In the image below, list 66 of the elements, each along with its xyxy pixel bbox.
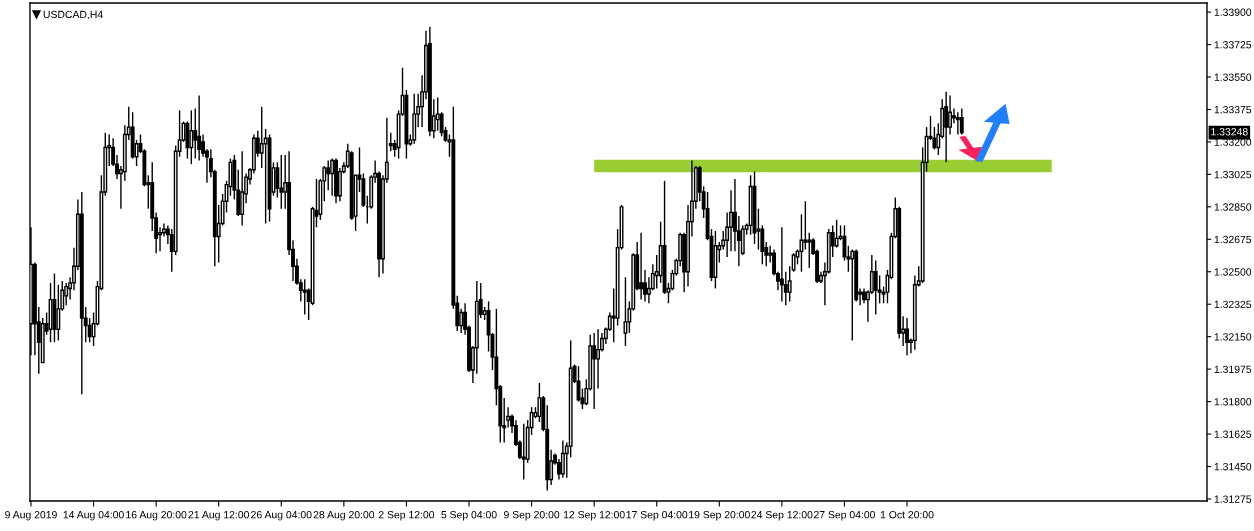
x-tick-label: 27 Sep 04:00 (813, 511, 876, 521)
candlestick (279, 154, 284, 210)
candlestick (197, 94, 202, 162)
x-tick-label: 21 Aug 12:00 (188, 511, 249, 521)
candlestick (560, 439, 565, 479)
y-tick-label: 1.32500 (1214, 268, 1252, 276)
candlestick (435, 96, 440, 132)
candlestick (955, 111, 960, 136)
y-tick-label: 1.31975 (1214, 365, 1252, 373)
y-tick-label: 1.32675 (1214, 235, 1252, 244)
candlestick (729, 189, 733, 253)
y-tick-label: 1.33900 (1214, 8, 1252, 16)
x-tick-label: 2 Sep 12:00 (378, 511, 435, 521)
candlestick (639, 232, 644, 301)
x-tick-label: 9 Aug 2019 (5, 511, 57, 521)
x-tick-label: 24 Sep 12:00 (751, 511, 813, 521)
candlestick (959, 107, 964, 136)
candlestick (592, 332, 597, 410)
x-tick-label: 28 Aug 20:00 (313, 511, 375, 521)
y-tick-label: 1.33375 (1214, 105, 1252, 114)
candlestick (596, 328, 601, 390)
candlestick (521, 423, 526, 481)
candlestick (787, 265, 792, 303)
candlestick (948, 94, 952, 136)
y-tick-label: 1.32150 (1214, 333, 1252, 341)
y-tick-label: 1.33725 (1214, 41, 1252, 49)
x-tick-label: 12 Sep 12:00 (563, 511, 625, 521)
x-tick-label: 9 Sep 20:00 (503, 511, 560, 521)
candlestick (275, 161, 280, 199)
y-tick-label: 1.32850 (1214, 203, 1252, 211)
y-tick-label: 1.31450 (1214, 463, 1252, 471)
candlestick (944, 91, 949, 164)
candlestick (330, 157, 335, 197)
x-tick-label: 14 Aug 04:00 (63, 511, 124, 521)
candlestick (326, 159, 331, 191)
candlestick (779, 226, 784, 303)
y-tick-label: 1.31625 (1214, 430, 1252, 438)
candlestick (905, 317, 909, 356)
candlestick (791, 252, 796, 273)
candlestick (623, 276, 628, 347)
text: USDCAD,H4 (43, 10, 103, 20)
candlestick (834, 219, 839, 249)
x-tick-label: 5 Sep 04:00 (441, 511, 497, 521)
y-tick-label: 1.32325 (1214, 300, 1252, 309)
y-tick-label: 1.33200 (1214, 138, 1252, 146)
y-tick-label: 1.31275 (1214, 495, 1252, 503)
candlestick (189, 109, 194, 165)
y-tick-label: 1.31800 (1214, 398, 1252, 406)
text: 1.33248 (1211, 128, 1248, 136)
candlestick (56, 284, 61, 342)
x-tick-label: 1 Oct 20:00 (880, 511, 934, 519)
candlestick (439, 111, 444, 138)
candlestick (240, 150, 245, 227)
y-tick-label: 1.33025 (1214, 170, 1252, 179)
x-tick-label: 16 Aug 20:00 (126, 511, 187, 521)
candlestick (302, 278, 307, 316)
candlestick (877, 274, 882, 304)
candlestick (799, 213, 804, 273)
candlestick (87, 317, 92, 343)
candlestick (263, 128, 268, 225)
y-tick-label: 1.33550 (1214, 73, 1252, 81)
x-tick-label: 19 Sep 20:00 (689, 511, 750, 521)
x-tick-label: 26 Aug 04:00 (251, 511, 312, 521)
candlestick (873, 259, 878, 316)
x-tick-label: 17 Sep 04:00 (626, 511, 688, 521)
candlestick (803, 200, 808, 251)
